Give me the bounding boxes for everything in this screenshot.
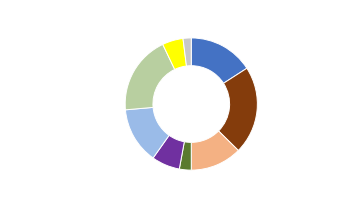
Wedge shape bbox=[183, 38, 191, 66]
Wedge shape bbox=[179, 142, 191, 170]
Wedge shape bbox=[153, 135, 184, 169]
Wedge shape bbox=[191, 38, 247, 83]
Wedge shape bbox=[191, 131, 238, 170]
Wedge shape bbox=[125, 107, 169, 158]
Wedge shape bbox=[163, 39, 187, 69]
Wedge shape bbox=[218, 68, 257, 150]
Wedge shape bbox=[125, 44, 175, 110]
